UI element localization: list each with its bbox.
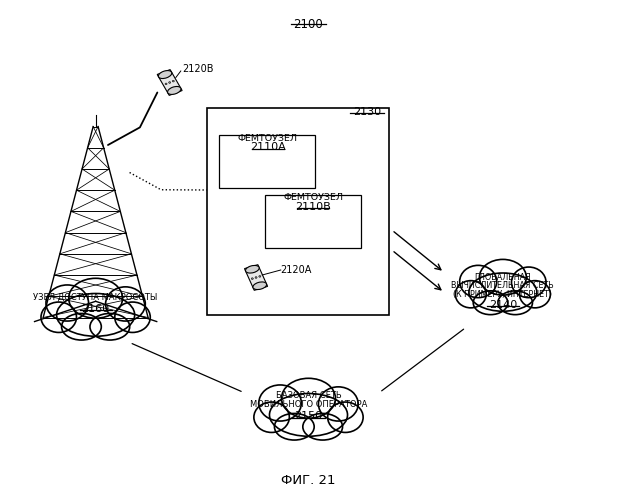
Circle shape	[259, 276, 261, 277]
Ellipse shape	[270, 394, 347, 436]
Ellipse shape	[57, 294, 135, 336]
Polygon shape	[157, 70, 182, 96]
FancyBboxPatch shape	[265, 195, 361, 248]
Ellipse shape	[328, 402, 363, 432]
Text: 2150: 2150	[294, 411, 323, 421]
Ellipse shape	[90, 314, 130, 340]
Ellipse shape	[115, 302, 151, 332]
Ellipse shape	[275, 414, 314, 440]
Ellipse shape	[159, 70, 172, 78]
Ellipse shape	[511, 267, 546, 298]
Ellipse shape	[498, 291, 532, 314]
Circle shape	[251, 278, 254, 280]
FancyBboxPatch shape	[219, 135, 315, 188]
Ellipse shape	[520, 280, 550, 308]
Text: 2110В: 2110В	[296, 202, 331, 211]
Ellipse shape	[68, 278, 123, 318]
Ellipse shape	[62, 314, 101, 340]
Ellipse shape	[168, 86, 181, 94]
Text: УЗЕЛ ДОСТУПА МАКРОСОТЫ: УЗЕЛ ДОСТУПА МАКРОСОТЫ	[33, 292, 158, 302]
Circle shape	[165, 83, 167, 84]
Text: 2160: 2160	[81, 304, 110, 314]
Text: ФЕМТОУЗЕЛ: ФЕМТОУЗЕЛ	[238, 134, 298, 143]
Text: ФИГ. 21: ФИГ. 21	[281, 474, 336, 488]
Ellipse shape	[318, 387, 358, 421]
Text: (К ПРИМЕРУ, ИНТЕРНЕТ): (К ПРИМЕРУ, ИНТЕРНЕТ)	[453, 290, 552, 299]
Text: 2140: 2140	[489, 300, 517, 310]
Ellipse shape	[469, 273, 537, 311]
Text: МОБИЛЬНОГО ОПЕРАТОРА: МОБИЛЬНОГО ОПЕРАТОРА	[250, 400, 367, 409]
Ellipse shape	[253, 282, 267, 290]
Polygon shape	[244, 264, 268, 290]
Ellipse shape	[473, 291, 508, 314]
Text: 2120В: 2120В	[182, 64, 213, 74]
Text: 2130: 2130	[353, 107, 381, 117]
Ellipse shape	[460, 266, 497, 298]
Text: БАЗОВАЯ СЕТЬ: БАЗОВАЯ СЕТЬ	[276, 391, 341, 400]
Ellipse shape	[254, 402, 289, 432]
Ellipse shape	[303, 414, 342, 440]
FancyBboxPatch shape	[207, 108, 389, 315]
Text: ФЕМТОУЗЕЛ: ФЕМТОУЗЕЛ	[283, 193, 344, 202]
Ellipse shape	[281, 378, 336, 418]
Ellipse shape	[106, 287, 146, 321]
Circle shape	[172, 80, 174, 82]
Ellipse shape	[259, 385, 301, 421]
Ellipse shape	[455, 280, 486, 308]
Text: 2100: 2100	[294, 18, 323, 30]
Text: ВЫЧИСЛИТЕЛЬНАЯ СЕТЬ: ВЫЧИСЛИТЕЛЬНАЯ СЕТЬ	[452, 282, 554, 290]
Text: ГЛОБАЛЬНАЯ: ГЛОБАЛЬНАЯ	[474, 272, 531, 281]
Ellipse shape	[479, 260, 526, 295]
Ellipse shape	[46, 285, 89, 321]
Ellipse shape	[246, 266, 259, 273]
Text: 2120А: 2120А	[281, 265, 312, 275]
Circle shape	[168, 82, 171, 84]
Ellipse shape	[41, 302, 77, 332]
Text: 2110А: 2110А	[250, 142, 286, 152]
Circle shape	[255, 276, 257, 278]
